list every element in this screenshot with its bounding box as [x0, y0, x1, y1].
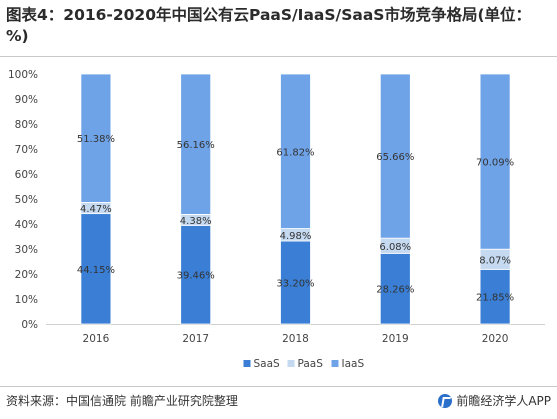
legend-label-paas: PaaS — [298, 358, 324, 370]
x-tick-label: 2017 — [182, 333, 209, 345]
y-tick-label: 10% — [15, 294, 38, 306]
data-label-saas-2018: 33.20% — [276, 279, 314, 290]
brand-label: 前瞻经济学人APP — [456, 394, 551, 408]
bar-saas-2018 — [280, 240, 311, 325]
bar-iaas-2018 — [280, 73, 311, 229]
y-tick-label: 20% — [15, 269, 38, 281]
brand: 前瞻经济学人APP — [438, 390, 551, 412]
legend-label-iaas: IaaS — [342, 358, 365, 370]
data-label-paas-2019: 6.08% — [379, 242, 411, 253]
data-label-iaas-2016: 51.38% — [77, 134, 115, 145]
data-label-iaas-2020: 70.09% — [476, 158, 514, 169]
legend-label-saas: SaaS — [254, 358, 281, 370]
data-label-saas-2016: 44.15% — [77, 265, 115, 276]
legend-swatch-saas — [243, 360, 251, 367]
y-tick-label: 70% — [15, 144, 38, 156]
x-tick-label: 2018 — [282, 333, 309, 345]
data-label-paas-2020: 8.07% — [479, 255, 511, 266]
source-note: 资料来源：中国信通院 前瞻产业研究院整理 — [6, 394, 238, 408]
data-label-iaas-2017: 56.16% — [177, 140, 215, 151]
legend-swatch-iaas — [331, 360, 339, 367]
y-tick-label: 80% — [15, 119, 38, 131]
brand-logo-icon — [438, 394, 453, 408]
data-label-iaas-2018: 61.82% — [276, 147, 314, 158]
title-divider — [0, 56, 557, 57]
bar-iaas-2016 — [80, 73, 112, 203]
footer: 资料来源：中国信通院 前瞻产业研究院整理 前瞻经济学人APP — [6, 390, 551, 412]
y-tick-label: 0% — [21, 319, 38, 331]
x-tick-label: 2016 — [83, 333, 110, 345]
legend-swatch-paas — [287, 360, 295, 367]
data-label-paas-2018: 4.98% — [280, 231, 312, 242]
bar-iaas-2019 — [379, 73, 411, 239]
bar-iaas-2017 — [180, 73, 212, 215]
bar-saas-2017 — [180, 224, 212, 325]
x-tick-label: 2020 — [482, 333, 509, 345]
bar-saas-2016 — [80, 213, 112, 325]
chart-title: 图表4：2016-2020年中国公有云PaaS/IaaS/SaaS市场竞争格局(… — [6, 6, 532, 45]
data-label-saas-2020: 21.85% — [476, 293, 514, 304]
data-label-iaas-2019: 65.66% — [376, 152, 414, 163]
y-tick-label: 40% — [15, 219, 38, 231]
data-label-paas-2017: 4.38% — [180, 216, 212, 227]
y-tick-label: 100% — [8, 69, 38, 81]
bar-saas-2020 — [479, 268, 511, 325]
bar-iaas-2020 — [479, 73, 511, 250]
footer-divider — [0, 386, 557, 387]
data-label-paas-2016: 4.47% — [80, 204, 112, 215]
data-label-saas-2017: 39.46% — [177, 271, 215, 282]
y-tick-label: 60% — [15, 169, 38, 181]
y-tick-label: 30% — [15, 244, 38, 256]
data-label-saas-2019: 28.26% — [376, 285, 414, 296]
y-tick-label: 50% — [15, 194, 38, 206]
x-tick-label: 2019 — [382, 333, 409, 345]
y-tick-label: 90% — [15, 94, 38, 106]
